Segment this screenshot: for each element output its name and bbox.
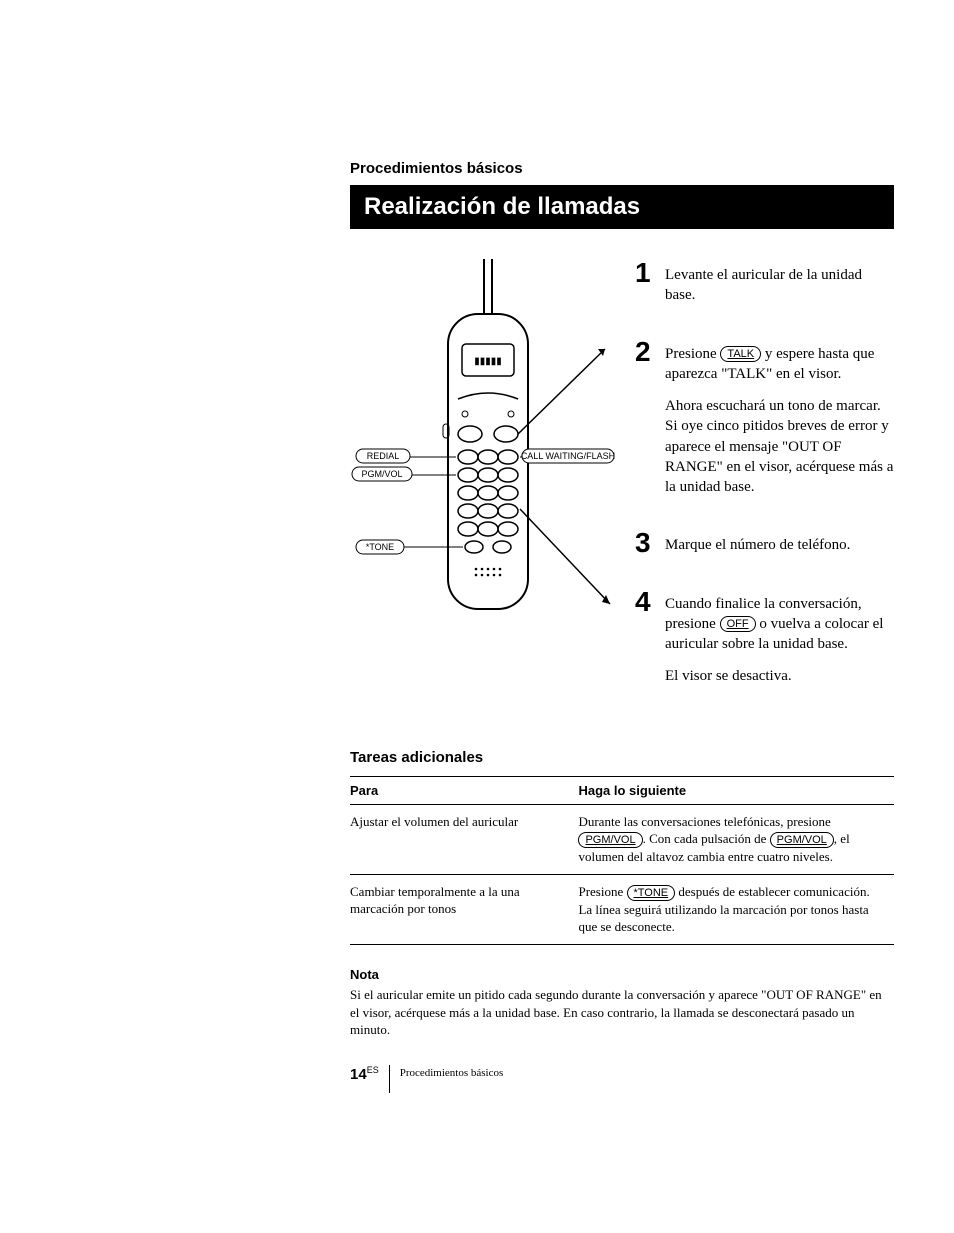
- pgmvol-button-label: PGM/VOL: [770, 832, 834, 848]
- tasks-table: Para Haga lo siguiente Ajustar el volume…: [350, 776, 894, 946]
- callout-pgmvol: PGM/VOL: [361, 469, 402, 479]
- page-title: Realización de llamadas: [350, 185, 894, 229]
- table-header-do: Haga lo siguiente: [578, 776, 894, 804]
- step-3: 3 Marque el número de teléfono.: [635, 529, 894, 567]
- step-number: 4: [635, 588, 655, 699]
- page-number: 14ES: [350, 1065, 379, 1083]
- callout-redial: REDIAL: [367, 451, 400, 461]
- step-text: Presione TALK y espere hasta que aparezc…: [665, 344, 894, 385]
- task-for: Ajustar el volumen del auricular: [350, 804, 578, 874]
- task-for: Cambiar temporalmente a la una marcación…: [350, 874, 578, 944]
- step-4: 4 Cuando finalice la conversación, presi…: [635, 588, 894, 699]
- step-text: El visor se desactiva.: [665, 666, 894, 686]
- off-button-label: OFF: [720, 616, 756, 632]
- svg-text:▮▮▮▮▮: ▮▮▮▮▮: [474, 356, 502, 367]
- task-do: Durante las conversaciones telefónicas, …: [578, 804, 894, 874]
- table-header-for: Para: [350, 776, 578, 804]
- task-do: Presione *TONE después de establecer com…: [578, 874, 894, 944]
- table-row: Cambiar temporalmente a la una marcación…: [350, 874, 894, 944]
- step-1: 1 Levante el auricular de la unidad base…: [635, 259, 894, 318]
- step-number: 3: [635, 529, 655, 567]
- tone-button-label: *TONE: [627, 885, 676, 901]
- step-number: 1: [635, 259, 655, 318]
- step-text: Levante el auricular de la unidad base.: [665, 265, 894, 306]
- table-row: Ajustar el volumen del auricular Durante…: [350, 804, 894, 874]
- footer-divider: [389, 1065, 390, 1093]
- phone-illustration: ▮▮▮▮▮: [350, 259, 615, 629]
- section-label: Procedimientos básicos: [350, 160, 894, 177]
- tasks-heading: Tareas adicionales: [350, 749, 894, 766]
- main-content-row: ▮▮▮▮▮: [350, 259, 894, 719]
- step-2: 2 Presione TALK y espere hasta que apare…: [635, 338, 894, 510]
- footer-text: Procedimientos básicos: [400, 1065, 504, 1079]
- callout-cwflash: CALL WAITING/FLASH: [521, 451, 615, 461]
- talk-button-label: TALK: [720, 346, 761, 362]
- page-footer: 14ES Procedimientos básicos: [350, 1065, 503, 1093]
- note-label: Nota: [350, 967, 894, 982]
- phone-diagram: ▮▮▮▮▮: [350, 259, 615, 719]
- step-number: 2: [635, 338, 655, 510]
- note-body: Si el auricular emite un pitido cada seg…: [350, 986, 894, 1039]
- step-text: Ahora escuchará un tono de marcar. Si oy…: [665, 396, 894, 497]
- callout-tone: *TONE: [366, 542, 394, 552]
- steps-list: 1 Levante el auricular de la unidad base…: [635, 259, 894, 719]
- manual-page: Procedimientos básicos Realización de ll…: [0, 0, 954, 1233]
- step-text: Marque el número de teléfono.: [665, 535, 850, 555]
- step-text: Cuando finalice la conversación, presion…: [665, 594, 894, 655]
- pgmvol-button-label: PGM/VOL: [578, 832, 642, 848]
